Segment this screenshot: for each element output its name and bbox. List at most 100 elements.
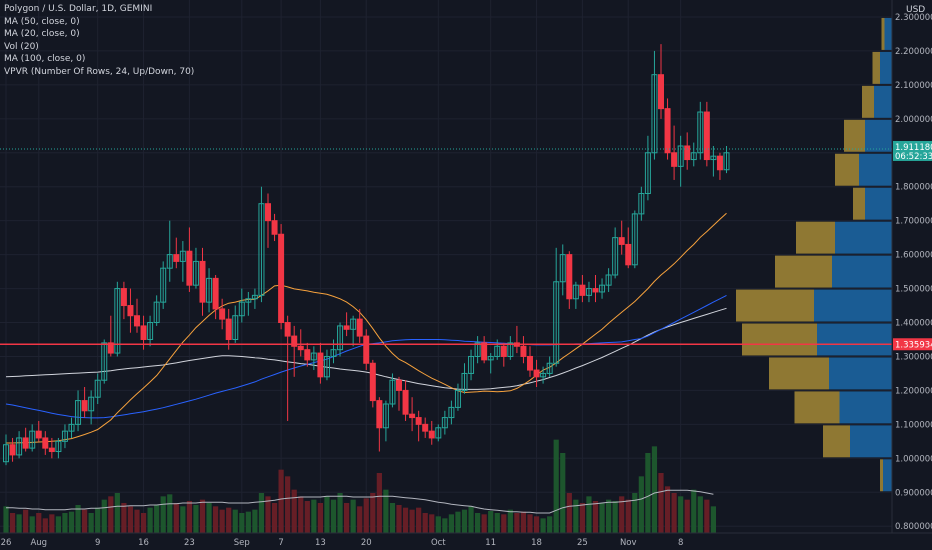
vpvr-row-down	[796, 221, 835, 254]
candle-body	[448, 406, 455, 419]
candle-body	[127, 305, 134, 317]
legend-vpvr[interactable]: VPVR (Number Of Rows, 24, Up/Down, 70)	[4, 66, 195, 77]
candle-body	[396, 379, 402, 391]
candle-body	[409, 413, 416, 419]
candle-body	[579, 284, 586, 296]
volume-bar	[684, 499, 690, 533]
vpvr-row-down	[769, 357, 829, 390]
candle-body	[468, 355, 475, 374]
candle-body	[330, 349, 337, 357]
horizontal-line[interactable]	[0, 148, 892, 346]
candle-body	[710, 155, 717, 161]
volume-bar	[540, 518, 546, 533]
candle-body	[415, 417, 422, 425]
candle-body	[356, 318, 363, 337]
volume-bar	[625, 499, 631, 533]
ma20-line	[6, 212, 727, 444]
candle-body	[402, 389, 409, 415]
volume-bar	[55, 516, 61, 533]
candle-body	[232, 315, 239, 340]
volume-bar	[219, 509, 225, 533]
legend-ma20[interactable]: MA (20, close, 0)	[4, 29, 80, 39]
volume-bar	[265, 496, 271, 533]
price-tick-label: 1.400000	[895, 319, 932, 329]
candle-body	[337, 325, 344, 351]
volume-bar	[127, 506, 134, 533]
vpvr-row-up	[839, 391, 892, 424]
volume-bar	[3, 506, 9, 533]
price-axis[interactable]: USD2.3000002.2000002.1000002.0000001.900…	[891, 0, 932, 550]
candle-body	[599, 284, 606, 293]
candle-body	[258, 203, 265, 296]
time-axis-bg	[0, 533, 932, 550]
time-tick-label: 18	[531, 538, 542, 548]
volume-bar	[95, 507, 101, 533]
volume-bar	[68, 511, 75, 533]
candle-body	[179, 250, 186, 262]
volume-bar	[42, 518, 48, 533]
time-tick-label: 7	[278, 538, 283, 548]
volume-bar	[376, 473, 382, 533]
candle-body	[559, 254, 566, 283]
volume-bar	[632, 493, 638, 533]
candle-body	[245, 298, 252, 303]
volume-bar	[520, 511, 527, 533]
volume-bar	[533, 516, 540, 533]
legend-vol[interactable]: Vol (20)	[4, 41, 39, 52]
volume-bar	[114, 493, 120, 533]
grid-lines	[0, 0, 892, 533]
volume-bar	[651, 446, 658, 533]
candle-body	[35, 430, 42, 439]
candle-body	[382, 403, 389, 429]
volume-bar	[23, 509, 29, 533]
candle-body	[42, 437, 49, 449]
candle-body	[114, 288, 121, 354]
candle-body	[61, 430, 68, 442]
legend-ma50[interactable]: MA (50, close, 0)	[4, 16, 80, 27]
candle-body	[605, 274, 612, 286]
volume-bar	[160, 496, 166, 533]
vpvr-row-down	[794, 391, 840, 424]
volume-bar	[664, 486, 671, 533]
candle-body	[107, 342, 114, 354]
volume-bar	[29, 516, 35, 533]
legend-symbol[interactable]: Polygon / U.S. Dollar, 1D, GEMINI	[4, 4, 153, 14]
vpvr-row-up	[835, 221, 892, 254]
price-tick-label: 0.900000	[895, 488, 932, 498]
time-axis[interactable]: 26 Aug 9 16 23 Sep 7 13 20 Oct 11 18 25 Nov 8	[0, 532, 932, 550]
hline-price-value: 1.335934	[895, 340, 932, 350]
volume-bar	[62, 513, 68, 533]
vpvr-row-down	[844, 119, 865, 152]
candle-body	[684, 145, 691, 161]
volume-bar	[252, 509, 258, 533]
volume-bar	[579, 503, 585, 533]
candle-body	[140, 325, 147, 340]
volume-bar	[304, 501, 310, 533]
vpvr-row-up	[814, 289, 892, 322]
current-price-tag[interactable]	[893, 140, 932, 161]
candle-body	[376, 400, 383, 429]
volume-bar	[429, 514, 435, 533]
volume-bar	[88, 513, 94, 533]
candle-body	[658, 74, 664, 110]
time-tick-label: 9	[95, 538, 100, 548]
candle-body	[75, 400, 82, 425]
candle-body	[323, 355, 330, 378]
volume-bar	[363, 498, 369, 533]
hline-price-tag[interactable]	[893, 338, 932, 351]
price-tick-label: 1.000000	[895, 454, 932, 464]
volume-ma-line	[6, 489, 714, 514]
vpvr-row-down	[742, 323, 817, 356]
time-tick-label: 20	[361, 538, 372, 548]
legend-ma100[interactable]: MA (100, close, 0)	[4, 54, 86, 64]
candle-body	[265, 203, 271, 222]
candle-body	[22, 437, 29, 449]
vpvr-row-up	[829, 357, 892, 390]
candle-body	[690, 152, 697, 161]
candle-body	[3, 444, 9, 463]
volume-bar	[527, 514, 533, 533]
volume-bar	[344, 503, 350, 533]
volume-bar	[213, 506, 219, 533]
candle-body	[304, 349, 311, 361]
